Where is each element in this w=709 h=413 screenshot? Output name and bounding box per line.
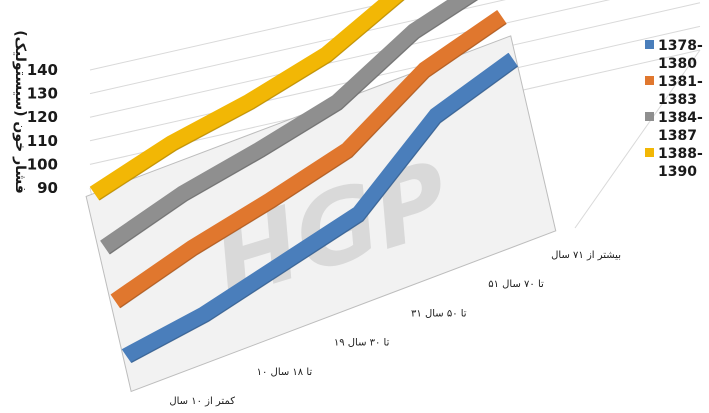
x-tick-label: ۱۰ تا ۱۸ سال bbox=[257, 367, 313, 378]
x-tick-label: کمتر از ۱۰ سال bbox=[169, 396, 235, 407]
y-axis-label: فشار خون (سیستولیک) bbox=[12, 30, 28, 194]
y-tick-label: 90 bbox=[37, 179, 58, 197]
series-ribbon-edge bbox=[131, 65, 518, 364]
legend-label: 1384-1387 bbox=[658, 110, 703, 144]
x-tick-label: بیشتر از ۷۱ سال bbox=[551, 250, 621, 261]
legend-swatch bbox=[645, 112, 654, 121]
legend-label: 1378-1380 bbox=[658, 38, 703, 72]
x-tick-label: ۱۹ تا ۳۰ سال bbox=[334, 338, 390, 349]
floor-edge-line bbox=[574, 49, 701, 229]
y-axis-ticks: 90 100 110 120 130 140 bbox=[27, 61, 58, 197]
grid-line bbox=[89, 0, 507, 95]
legend-swatch bbox=[645, 148, 654, 157]
y-tick-label: 130 bbox=[27, 85, 58, 103]
series-ribbon bbox=[89, 0, 405, 201]
legend-swatch bbox=[645, 76, 654, 85]
x-tick-label: ۵۱ تا ۷۰ سال bbox=[488, 279, 544, 290]
legend-label: 1388-1390 bbox=[658, 146, 703, 180]
y-tick-label: 120 bbox=[27, 108, 58, 126]
series-ribbons bbox=[89, 0, 518, 364]
legend-swatch bbox=[645, 40, 654, 49]
series-ribbon bbox=[110, 10, 507, 309]
y-tick-label: 140 bbox=[27, 61, 58, 79]
grid-line bbox=[89, 2, 701, 142]
x-tick-label: ۳۱ تا ۵۰ سال bbox=[411, 308, 467, 319]
series-ribbon bbox=[121, 52, 518, 363]
series-ribbon-edge bbox=[98, 0, 405, 201]
y-tick-label: 100 bbox=[27, 155, 58, 173]
series-ribbon-edge bbox=[119, 22, 507, 309]
series-ribbon-edge bbox=[109, 0, 479, 255]
x-axis-ticks: کمتر از ۱۰ سال ۱۰ تا ۱۸ سال ۱۹ تا ۳۰ سال ۳۱… bbox=[169, 250, 621, 407]
series-ribbon bbox=[100, 0, 478, 255]
legend-label: 1381-1383 bbox=[658, 74, 703, 108]
y-tick-label: 110 bbox=[27, 132, 58, 150]
